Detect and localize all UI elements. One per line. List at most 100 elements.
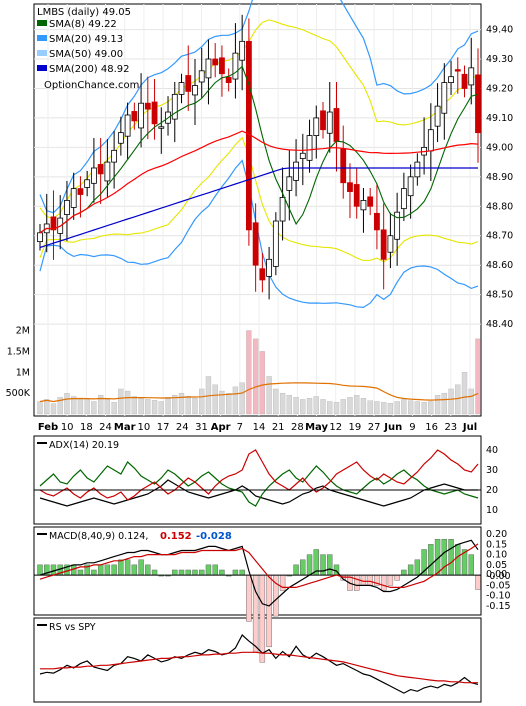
volume-bar	[91, 401, 97, 415]
candle-body	[272, 220, 279, 267]
volume-bar	[185, 395, 191, 415]
macd-tick-label: -0.15	[486, 601, 511, 612]
macd-histogram-bar	[455, 544, 461, 576]
candle-body	[353, 184, 360, 207]
candle-body	[266, 258, 273, 277]
macd-histogram-bar	[172, 569, 178, 576]
sma200-line	[39, 167, 478, 249]
volume-bar	[165, 397, 171, 415]
envelope-lower-line	[39, 136, 479, 263]
volume-bar	[428, 401, 434, 415]
bollinger-lower-line	[39, 159, 479, 309]
volume-bar	[246, 330, 252, 415]
volume-bar	[347, 397, 353, 415]
candle-body	[124, 114, 131, 137]
volume-bar	[367, 400, 373, 415]
volume-bar	[239, 382, 245, 415]
macd-histogram-bar	[138, 559, 144, 576]
price-tick-label: 49.40	[486, 25, 513, 36]
bollinger-upper-line	[39, 0, 479, 214]
volume-bar	[145, 399, 151, 415]
volume-bar	[455, 384, 461, 415]
volume-bar	[158, 401, 164, 415]
candle-body	[394, 211, 401, 240]
x-tick-label: 10	[61, 422, 74, 433]
candle-body	[475, 74, 481, 134]
price-tick-label: 48.80	[486, 201, 513, 212]
macd-histogram-bar	[91, 569, 97, 576]
x-tick-label: 14	[253, 422, 266, 433]
volume-bar	[340, 399, 346, 415]
x-tick-label: 28	[291, 422, 304, 433]
x-tick-label: 10	[138, 422, 151, 433]
price-tick-label: 48.40	[486, 319, 513, 330]
volume-bar	[232, 386, 239, 415]
macd-histogram-bar	[199, 569, 205, 576]
macd-histogram-bar	[468, 554, 474, 576]
macd-histogram-bar	[380, 574, 387, 591]
macd-signal-line	[39, 543, 479, 588]
price-tick-label: 48.90	[486, 172, 513, 183]
candle-body	[286, 176, 293, 191]
price-tick-label: 49.20	[486, 83, 513, 94]
candle-body	[151, 101, 158, 125]
candle-body	[259, 268, 266, 281]
macd-tick-label: -0.00	[486, 571, 511, 582]
rs-line	[39, 634, 479, 694]
volume-tick-label: 500K	[6, 388, 31, 399]
macd-histogram-bar	[104, 564, 111, 576]
sma50-line	[39, 130, 479, 234]
volume-bar	[226, 392, 232, 415]
macd-tick-label: 0.10	[486, 550, 507, 561]
x-tick-label: Apr	[211, 422, 231, 433]
macd-histogram-bar	[279, 574, 286, 591]
macd-histogram-bar	[239, 569, 245, 576]
volume-bar	[333, 402, 340, 415]
volume-bar	[77, 397, 84, 415]
volume-bar	[212, 384, 218, 415]
volume-bar	[111, 402, 117, 415]
candle-body	[367, 196, 374, 207]
volume-bar	[327, 401, 333, 415]
macd-histogram-bar	[192, 569, 198, 576]
macd-histogram-bar	[151, 569, 158, 576]
candle-body	[400, 188, 407, 210]
candle-body	[144, 102, 151, 110]
adx-tick-label: 30	[486, 465, 498, 476]
adx-swatch	[37, 442, 47, 444]
volume-ma-line	[39, 382, 479, 403]
legend-swatch-sma20	[37, 35, 47, 41]
candle-body	[219, 57, 225, 75]
candle-body	[239, 40, 246, 61]
candle-body	[360, 199, 367, 211]
candle-body	[252, 222, 259, 266]
candle-body	[454, 69, 461, 72]
macd-histogram-bar	[185, 569, 191, 576]
volume-bar	[219, 390, 225, 415]
volume-bar	[118, 388, 124, 415]
candle-body	[320, 110, 326, 131]
volume-bar	[434, 395, 441, 415]
volume-bar	[273, 388, 279, 415]
x-tick-label: 9	[409, 422, 415, 433]
volume-bar	[286, 395, 292, 415]
volume-bar	[279, 392, 286, 415]
candle-body	[441, 82, 448, 114]
candle-body	[313, 117, 320, 136]
candle-body	[131, 111, 138, 122]
candle-body	[50, 216, 57, 231]
candle-body	[104, 161, 111, 182]
macd-histogram-bar	[266, 574, 272, 648]
volume-bar	[293, 397, 299, 415]
macd-histogram-bar	[441, 539, 448, 576]
volume-bar	[172, 395, 178, 415]
macd-histogram-bar	[77, 569, 84, 576]
macd-histogram-bar	[37, 564, 43, 576]
candle-body	[84, 179, 91, 188]
volume-bar	[124, 390, 131, 415]
volume-bar	[138, 397, 144, 415]
volume-bar	[300, 399, 306, 415]
volume-bar	[320, 399, 326, 415]
macd-histogram-bar	[448, 539, 454, 576]
candle-body	[37, 232, 43, 243]
